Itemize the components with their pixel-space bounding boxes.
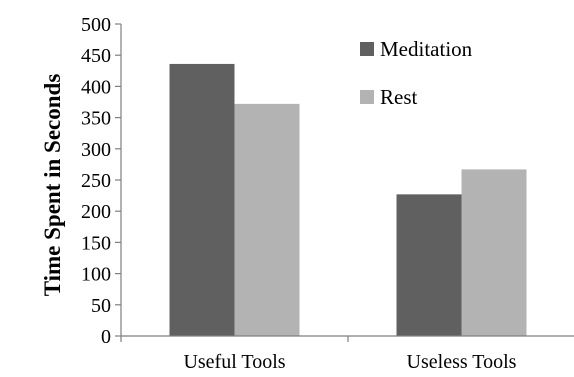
legend-label-meditation: Meditation [380,37,473,61]
legend-label-rest: Rest [380,85,418,109]
bar-meditation-2 [396,194,462,336]
y-tick-label: 400 [81,76,111,98]
legend-swatch-rest [360,90,374,104]
y-tick-label: 50 [91,295,111,317]
y-tick-label: 100 [81,264,111,286]
legend-swatch-meditation [360,42,374,56]
y-tick-label: 0 [101,326,111,348]
y-tick-label: 350 [81,108,111,130]
y-tick-label: 250 [81,170,111,192]
y-axis-title: Time Spent in Seconds [40,74,65,297]
y-tick-label: 450 [81,45,111,67]
y-axis-ticks: 0 50 100 150 200 250 300 350 400 450 500 [81,14,121,348]
y-tick-label: 500 [81,14,111,36]
y-tick-label: 300 [81,139,111,161]
x-axis-ticks: Useful Tools Useless Tools [120,336,517,373]
bar-meditation-1 [169,63,235,336]
bars [169,63,527,336]
legend: Meditation Rest [360,37,473,109]
x-category-label: Useful Tools [183,351,285,373]
y-tick-label: 150 [81,232,111,254]
x-category-label: Useless Tools [407,351,517,373]
bar-rest-1 [234,103,300,336]
bar-rest-2 [461,169,527,336]
y-tick-label: 200 [81,201,111,223]
